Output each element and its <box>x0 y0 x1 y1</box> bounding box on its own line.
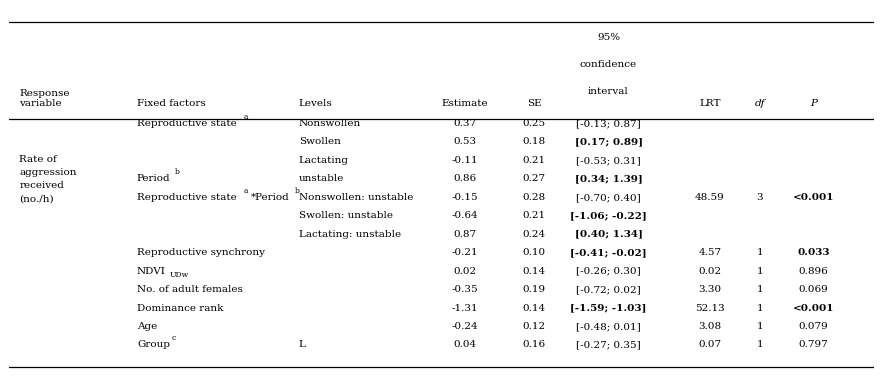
Text: -0.11: -0.11 <box>451 156 479 165</box>
Text: <0.001: <0.001 <box>793 304 834 312</box>
Text: 0.28: 0.28 <box>523 193 546 202</box>
Text: Response
variable: Response variable <box>19 89 70 108</box>
Text: 0.033: 0.033 <box>797 248 830 257</box>
Text: 1: 1 <box>757 267 763 275</box>
Text: <0.001: <0.001 <box>793 193 834 202</box>
Text: [-0.48; 0.01]: [-0.48; 0.01] <box>576 322 641 331</box>
Text: L: L <box>298 340 306 350</box>
Text: 0.10: 0.10 <box>523 248 546 257</box>
Text: [-0.41; -0.02]: [-0.41; -0.02] <box>570 248 647 257</box>
Text: b: b <box>295 187 300 195</box>
Text: 0.14: 0.14 <box>523 267 546 275</box>
Text: Reproductive synchrony: Reproductive synchrony <box>137 248 265 257</box>
Text: b: b <box>175 168 180 176</box>
Text: 4.57: 4.57 <box>698 248 721 257</box>
Text: 0.14: 0.14 <box>523 304 546 312</box>
Text: 0.02: 0.02 <box>453 267 477 275</box>
Text: Age: Age <box>137 322 157 331</box>
Text: 1: 1 <box>757 322 763 331</box>
Text: [-0.13; 0.87]: [-0.13; 0.87] <box>576 119 641 128</box>
Text: [0.34; 1.39]: [0.34; 1.39] <box>575 174 643 183</box>
Text: 0.53: 0.53 <box>453 138 477 146</box>
Text: Nonswollen: Nonswollen <box>298 119 361 128</box>
Text: 0.19: 0.19 <box>523 285 546 294</box>
Text: 3.30: 3.30 <box>698 285 721 294</box>
Text: confidence: confidence <box>580 60 637 69</box>
Text: 0.18: 0.18 <box>523 138 546 146</box>
Text: interval: interval <box>588 87 629 96</box>
Text: 48.59: 48.59 <box>695 193 725 202</box>
Text: 0.25: 0.25 <box>523 119 546 128</box>
Text: P: P <box>810 99 817 108</box>
Text: [-0.53; 0.31]: [-0.53; 0.31] <box>576 156 641 165</box>
Text: 0.21: 0.21 <box>523 211 546 220</box>
Text: [-1.59; -1.03]: [-1.59; -1.03] <box>570 304 646 312</box>
Text: Group: Group <box>137 340 170 350</box>
Text: -0.64: -0.64 <box>451 211 479 220</box>
Text: *Period: *Period <box>251 193 290 202</box>
Text: Period: Period <box>137 174 170 183</box>
Text: SE: SE <box>527 99 541 108</box>
Text: 1: 1 <box>757 340 763 350</box>
Text: Dominance rank: Dominance rank <box>137 304 223 312</box>
Text: [-0.72; 0.02]: [-0.72; 0.02] <box>576 285 641 294</box>
Text: 0.87: 0.87 <box>453 230 477 239</box>
Text: UDw: UDw <box>170 272 189 279</box>
Text: 3.08: 3.08 <box>698 322 721 331</box>
Text: [-0.27; 0.35]: [-0.27; 0.35] <box>576 340 641 350</box>
Text: -0.24: -0.24 <box>451 322 479 331</box>
Text: -0.35: -0.35 <box>451 285 479 294</box>
Text: 0.12: 0.12 <box>523 322 546 331</box>
Text: 0.16: 0.16 <box>523 340 546 350</box>
Text: df: df <box>755 99 766 108</box>
Text: 0.21: 0.21 <box>523 156 546 165</box>
Text: NDVI: NDVI <box>137 267 166 275</box>
Text: unstable: unstable <box>298 174 344 183</box>
Text: a: a <box>244 113 248 121</box>
Text: [0.40; 1.34]: [0.40; 1.34] <box>575 230 643 239</box>
Text: 0.27: 0.27 <box>523 174 546 183</box>
Text: LRT: LRT <box>699 99 721 108</box>
Text: 3: 3 <box>757 193 763 202</box>
Text: 52.13: 52.13 <box>695 304 725 312</box>
Text: 0.079: 0.079 <box>799 322 828 331</box>
Text: Estimate: Estimate <box>442 99 488 108</box>
Text: 0.069: 0.069 <box>799 285 828 294</box>
Text: Lactating: unstable: Lactating: unstable <box>298 230 401 239</box>
Text: Swollen: Swollen <box>298 138 341 146</box>
Text: Reproductive state: Reproductive state <box>137 193 237 202</box>
Text: 0.07: 0.07 <box>698 340 721 350</box>
Text: 1: 1 <box>757 285 763 294</box>
Text: Nonswollen: unstable: Nonswollen: unstable <box>298 193 413 202</box>
Text: 0.797: 0.797 <box>799 340 828 350</box>
Text: -0.15: -0.15 <box>451 193 479 202</box>
Text: 1: 1 <box>757 248 763 257</box>
Text: -0.21: -0.21 <box>451 248 479 257</box>
Text: -1.31: -1.31 <box>451 304 479 312</box>
Text: 0.37: 0.37 <box>453 119 477 128</box>
Text: [-1.06; -0.22]: [-1.06; -0.22] <box>570 211 647 220</box>
Text: 95%: 95% <box>597 33 620 42</box>
Text: No. of adult females: No. of adult females <box>137 285 243 294</box>
Text: Levels: Levels <box>298 99 333 108</box>
Text: Rate of
aggression
received
(no./h): Rate of aggression received (no./h) <box>19 155 77 203</box>
Text: 0.24: 0.24 <box>523 230 546 239</box>
Text: [-0.70; 0.40]: [-0.70; 0.40] <box>576 193 641 202</box>
Text: c: c <box>171 335 176 342</box>
Text: [-0.26; 0.30]: [-0.26; 0.30] <box>576 267 641 275</box>
Text: Reproductive state: Reproductive state <box>137 119 237 128</box>
Text: Lactating: Lactating <box>298 156 349 165</box>
Text: 1: 1 <box>757 304 763 312</box>
Text: [0.17; 0.89]: [0.17; 0.89] <box>575 138 643 146</box>
Text: a: a <box>244 187 248 195</box>
Text: 0.02: 0.02 <box>698 267 721 275</box>
Text: 0.04: 0.04 <box>453 340 477 350</box>
Text: 0.896: 0.896 <box>799 267 828 275</box>
Text: 0.86: 0.86 <box>453 174 477 183</box>
Text: Fixed factors: Fixed factors <box>137 99 206 108</box>
Text: Swollen: unstable: Swollen: unstable <box>298 211 393 220</box>
